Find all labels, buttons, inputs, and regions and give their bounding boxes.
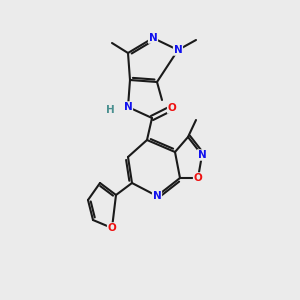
Text: O: O: [168, 103, 176, 113]
Text: O: O: [194, 173, 202, 183]
Text: H: H: [106, 105, 114, 115]
Text: O: O: [108, 223, 116, 233]
Text: N: N: [124, 102, 132, 112]
Text: N: N: [153, 191, 161, 201]
Text: N: N: [148, 33, 158, 43]
Text: N: N: [174, 45, 182, 55]
Text: N: N: [198, 150, 206, 160]
